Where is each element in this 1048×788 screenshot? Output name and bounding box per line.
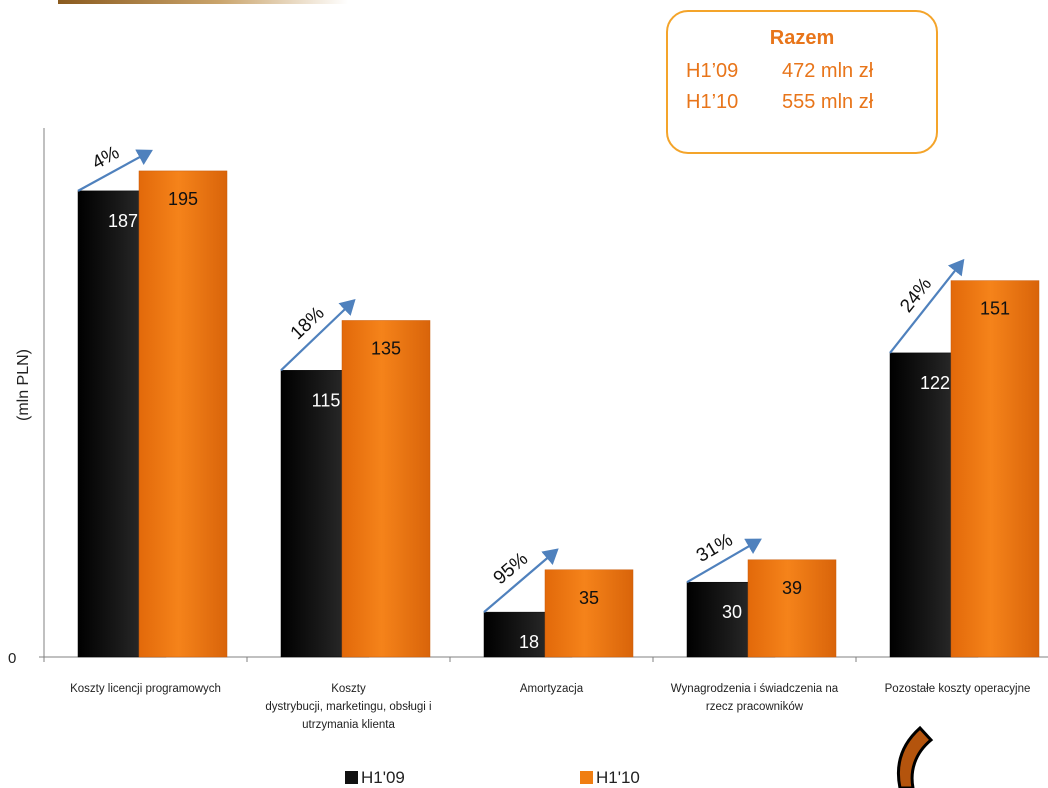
data-label: 151 — [980, 299, 1010, 319]
summary-row-h109: H1’09 472 mln zł — [686, 60, 873, 83]
bar-h110 — [341, 320, 431, 658]
change-percent-label: 18% — [287, 303, 329, 345]
data-label: 39 — [782, 578, 802, 598]
change-arrow — [889, 258, 965, 354]
category-label: Koszty licencji programowych — [70, 683, 221, 695]
header-decoration-strip — [58, 0, 348, 4]
data-label: 18 — [519, 632, 539, 652]
category-label: rzecz pracowników — [706, 701, 804, 713]
change-arrow — [686, 538, 762, 584]
bar-h110 — [544, 569, 634, 658]
change-arrow — [77, 149, 153, 192]
data-label: 187 — [108, 211, 138, 231]
curved-decoration-shape — [896, 725, 934, 788]
y-tick-label: 0 — [8, 650, 16, 667]
summary-box: Razem H1’09 472 mln zł H1’10 555 mln zł — [666, 10, 938, 154]
change-arrow — [280, 298, 356, 372]
data-label: 115 — [312, 390, 341, 410]
summary-title: Razem — [769, 27, 835, 49]
bars — [77, 170, 1040, 658]
legend-swatch-orange — [580, 771, 593, 784]
bar-h110 — [950, 280, 1040, 658]
change-percent-label: 24% — [896, 274, 936, 317]
y-axis-label: (mln PLN) — [15, 349, 32, 421]
summary-row-h110: H1’10 555 mln zł — [686, 91, 873, 114]
change-arrow — [483, 548, 559, 613]
summary-period: H1’10 — [686, 91, 739, 113]
legend-item-h109: H1'09 — [345, 768, 405, 788]
summary-value: 555 mln zł — [782, 91, 874, 113]
legend-item-h110: H1'10 — [580, 768, 640, 788]
data-label: 122 — [920, 373, 950, 393]
category-label: Amortyzacja — [520, 683, 584, 695]
change-percent-label: 31% — [693, 530, 737, 567]
category-label: dystrybucji, marketingu, obsługi i — [265, 701, 431, 713]
category-label: utrzymania klienta — [302, 719, 395, 731]
category-label: Pozostałe koszty operacyjne — [885, 683, 1031, 695]
bar-h110 — [747, 559, 837, 658]
summary-period: H1’09 — [686, 60, 739, 82]
legend-label-h110: H1'10 — [596, 768, 640, 787]
bar-h110 — [138, 170, 228, 658]
change-percent-label: 95% — [490, 548, 533, 589]
data-label: 135 — [371, 338, 401, 358]
data-label: 195 — [168, 189, 198, 209]
category-label: Koszty — [331, 683, 366, 695]
category-label: Wynagrodzenia i świadczenia na — [671, 683, 839, 695]
data-label: 30 — [722, 602, 742, 622]
data-label: 35 — [579, 588, 599, 608]
change-arrows — [77, 149, 965, 613]
legend-label-h109: H1'09 — [361, 768, 405, 787]
legend-swatch-black — [345, 771, 358, 784]
summary-value: 472 mln zł — [782, 60, 874, 82]
